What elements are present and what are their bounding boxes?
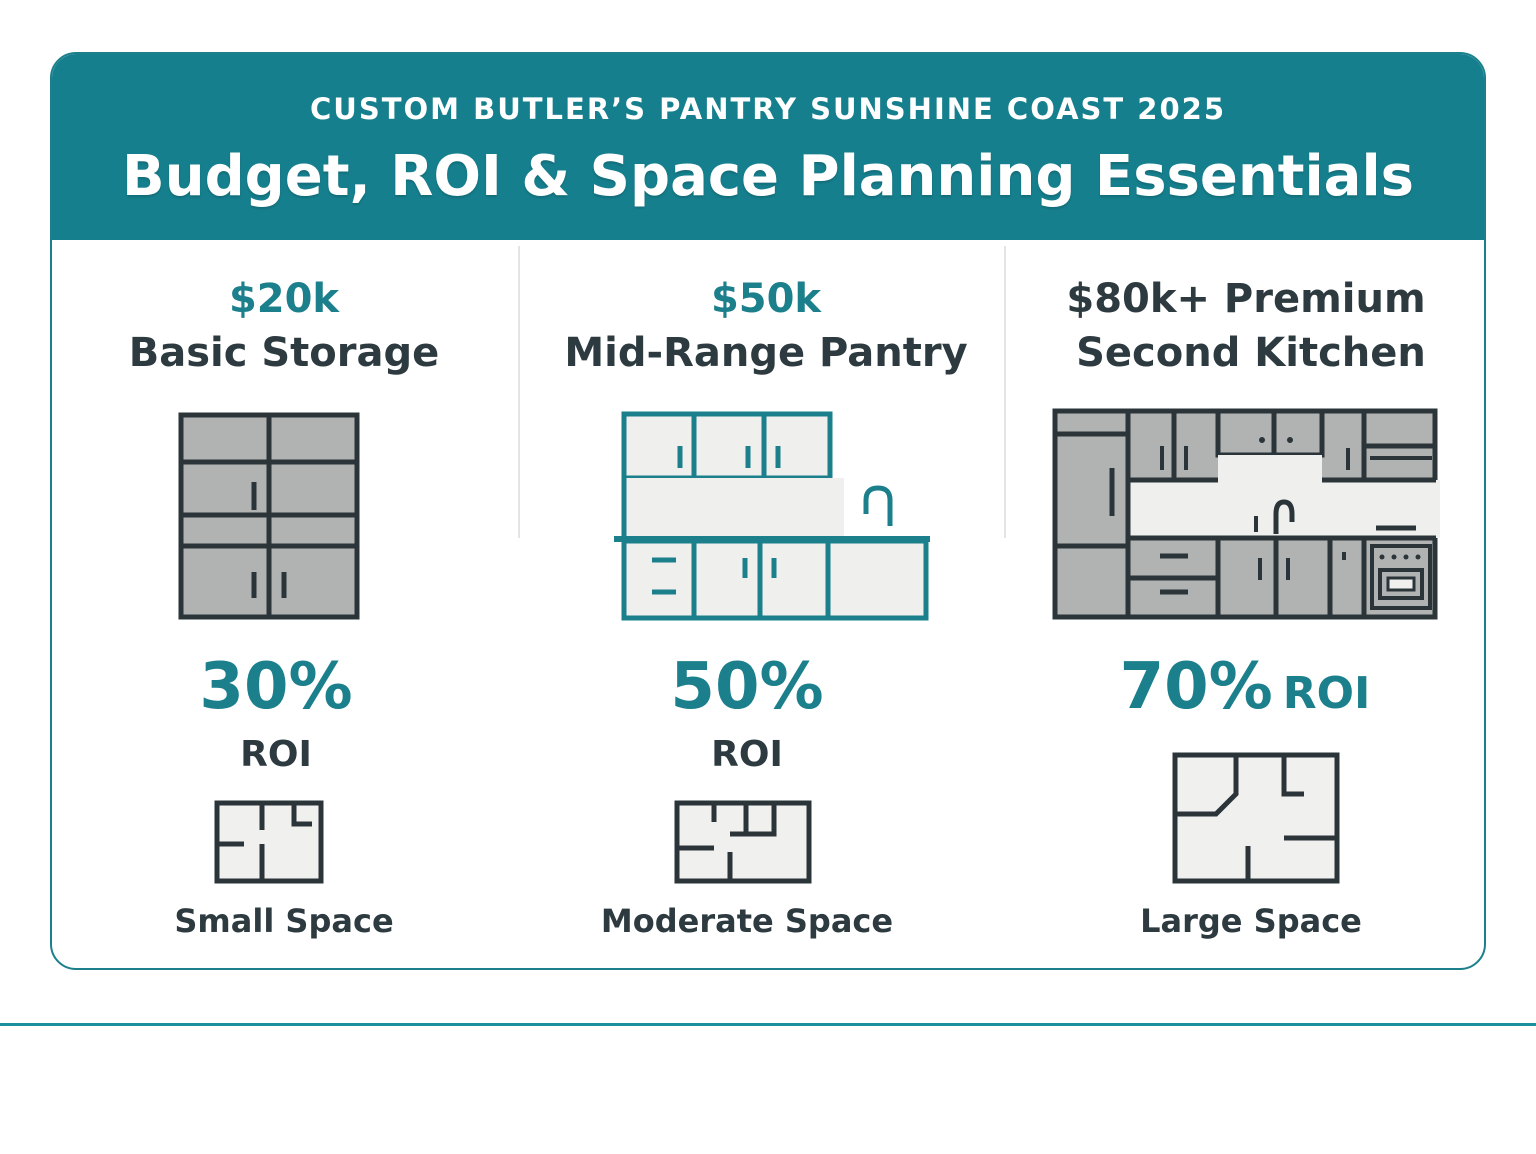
large-floorplan-icon — [1172, 752, 1340, 884]
tier-price: $80k+ Premium — [1066, 276, 1426, 322]
roi-summary: 70% ROI — [1004, 650, 1484, 724]
page-title: Budget, ROI & Space Planning Essentials — [122, 144, 1414, 209]
roi-label: ROI — [1282, 668, 1371, 719]
header-banner: CUSTOM BUTLER’S PANTRY SUNSHINE COAST 20… — [52, 54, 1484, 240]
footer-rule — [0, 1023, 1536, 1026]
basic-storage-cabinet-icon — [178, 412, 360, 620]
tier-name: Mid-Range Pantry — [564, 330, 968, 376]
column-divider — [1004, 246, 1006, 538]
column-divider — [518, 246, 520, 538]
moderate-floorplan-icon — [674, 800, 812, 884]
roi-percentage: 30% — [199, 650, 353, 724]
space-label: Small Space — [174, 902, 394, 940]
second-kitchen-icon — [1052, 408, 1440, 620]
space-label: Large Space — [1140, 902, 1362, 940]
tier-name: Second Kitchen — [1076, 330, 1426, 376]
space-label: Moderate Space — [600, 902, 894, 940]
tier-name: Basic Storage — [128, 330, 440, 376]
roi-label: ROI — [711, 734, 783, 775]
small-floorplan-icon — [214, 800, 324, 884]
infographic-card: CUSTOM BUTLER’S PANTRY SUNSHINE COAST 20… — [50, 52, 1486, 970]
roi-label: ROI — [240, 734, 312, 775]
header-eyebrow: CUSTOM BUTLER’S PANTRY SUNSHINE COAST 20… — [310, 92, 1226, 126]
roi-percentage: 50% — [670, 650, 824, 724]
roi-percentage: 70% — [1119, 650, 1273, 724]
tier-price: $50k — [710, 276, 822, 322]
tier-price: $20k — [228, 276, 340, 322]
mid-range-pantry-icon — [614, 411, 930, 621]
tier-premium: $80k+ Premium Second Kitchen — [1008, 240, 1484, 968]
tier-basic: $20k Basic Storage 30% ROI Small Space — [52, 240, 530, 968]
tier-mid-range: $50k Mid-Range Pantry — [530, 240, 1008, 968]
